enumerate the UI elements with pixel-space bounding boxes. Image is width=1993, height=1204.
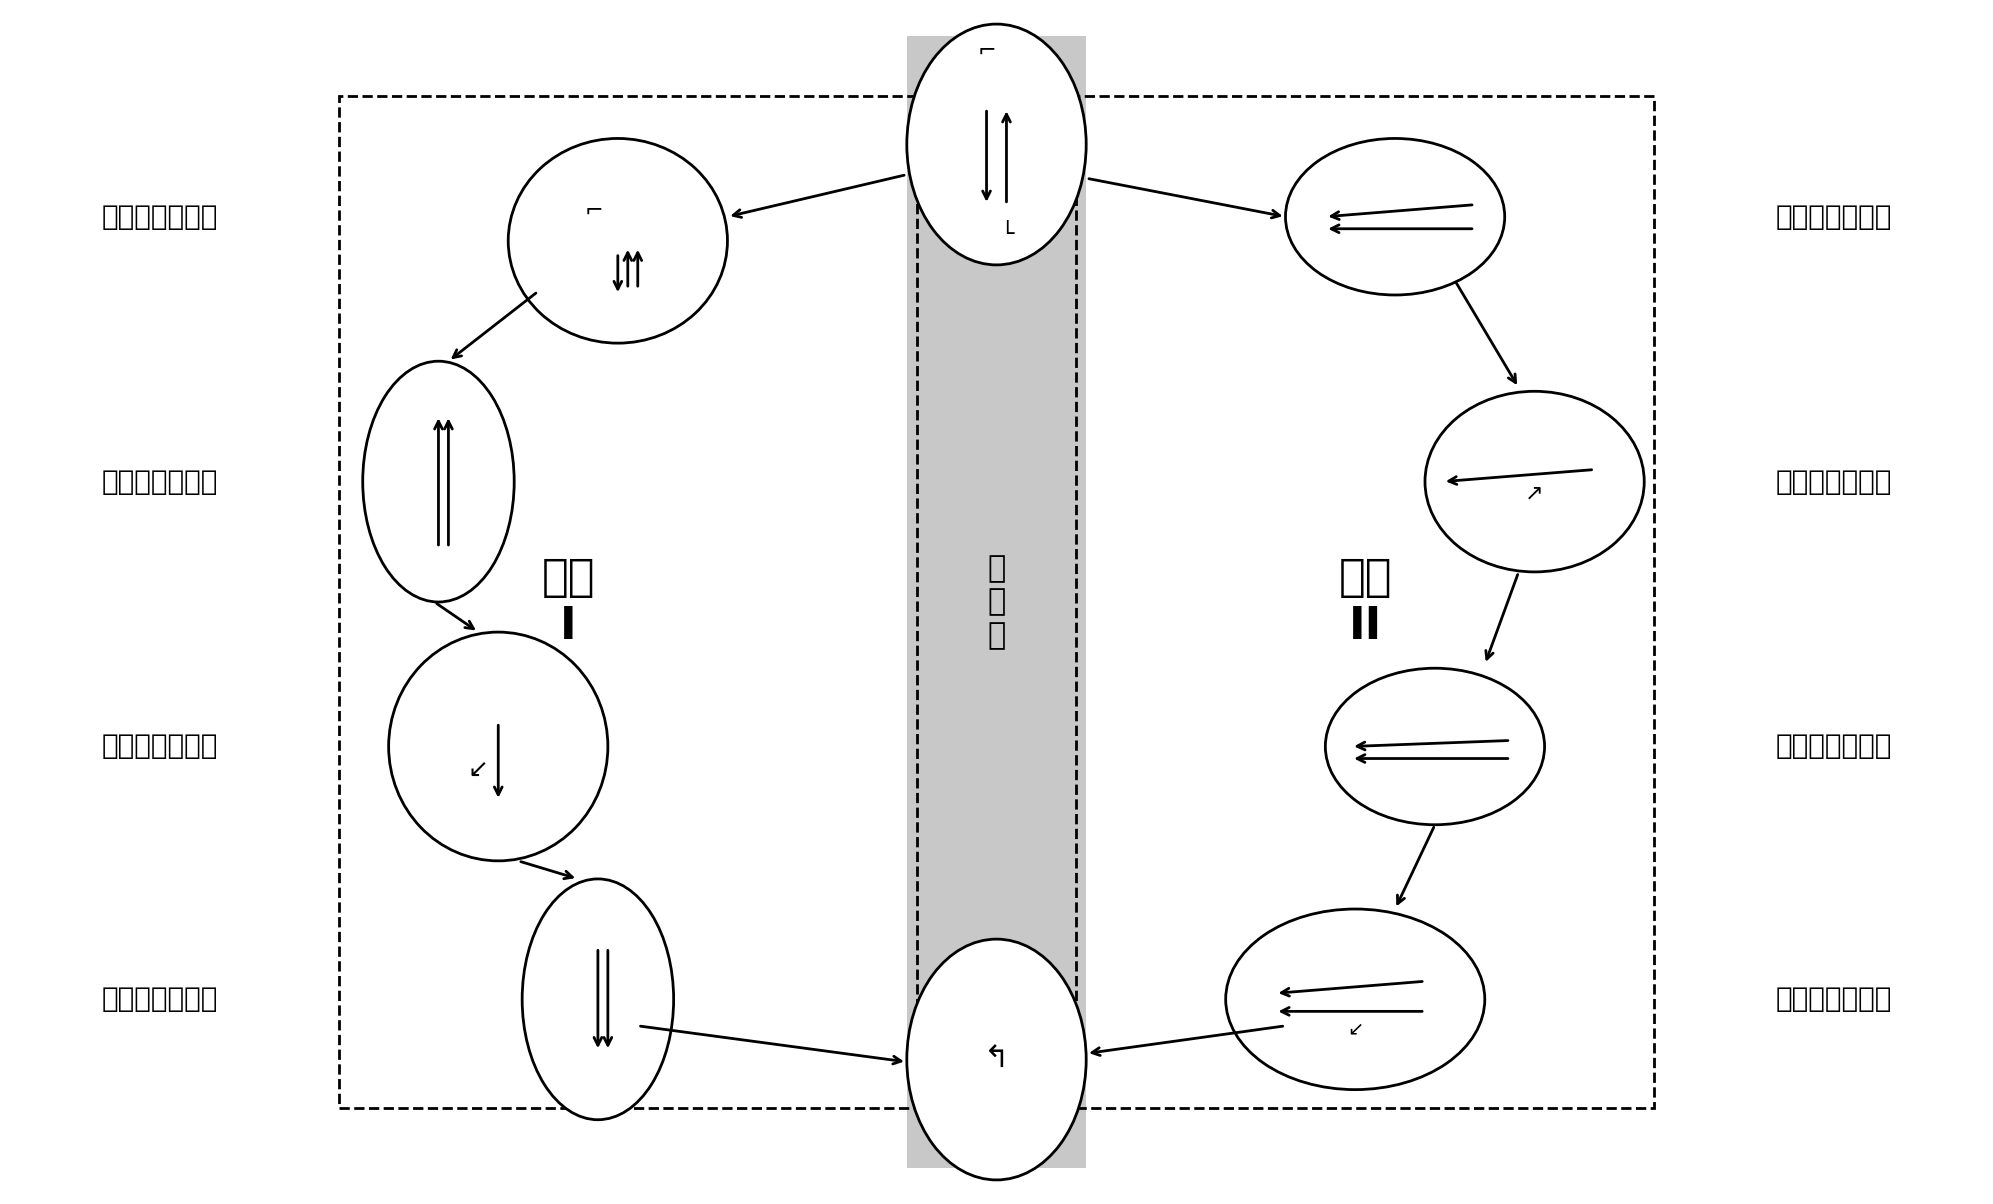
Text: 第二停车线通行: 第二停车线通行 xyxy=(102,202,217,231)
Text: 第一停车线通行: 第一停车线通行 xyxy=(1776,202,1891,231)
Bar xyxy=(339,96,917,1108)
Text: ⌐: ⌐ xyxy=(977,41,996,60)
Bar xyxy=(1076,96,1654,1108)
Ellipse shape xyxy=(907,939,1086,1180)
Text: 第一停车线通行: 第一停车线通行 xyxy=(1776,732,1891,761)
Ellipse shape xyxy=(907,24,1086,265)
Text: 第一停车线通行: 第一停车线通行 xyxy=(102,732,217,761)
Text: 第一停车线通行: 第一停车线通行 xyxy=(102,985,217,1014)
Ellipse shape xyxy=(1226,909,1485,1090)
Text: 第一停车线通行: 第一停车线通行 xyxy=(102,467,217,496)
Text: ↗: ↗ xyxy=(1525,484,1545,503)
Ellipse shape xyxy=(522,879,674,1120)
Ellipse shape xyxy=(508,138,727,343)
Text: ↰: ↰ xyxy=(985,1045,1008,1074)
Text: ↙: ↙ xyxy=(468,759,488,783)
Text: └: └ xyxy=(1000,225,1012,244)
Ellipse shape xyxy=(1325,668,1545,825)
Text: ⌐: ⌐ xyxy=(584,201,604,220)
Text: ↙: ↙ xyxy=(1347,1020,1363,1039)
Text: 绿
间
隔: 绿 间 隔 xyxy=(987,554,1006,650)
Text: 相位
I: 相位 I xyxy=(542,555,594,649)
Ellipse shape xyxy=(389,632,608,861)
Text: 相位
II: 相位 II xyxy=(1339,555,1391,649)
Bar xyxy=(907,36,1086,1168)
Text: 第一停车线通行: 第一停车线通行 xyxy=(1776,467,1891,496)
Text: 第二停车线通行: 第二停车线通行 xyxy=(1776,985,1891,1014)
Ellipse shape xyxy=(1285,138,1505,295)
Ellipse shape xyxy=(1425,391,1644,572)
Ellipse shape xyxy=(363,361,514,602)
